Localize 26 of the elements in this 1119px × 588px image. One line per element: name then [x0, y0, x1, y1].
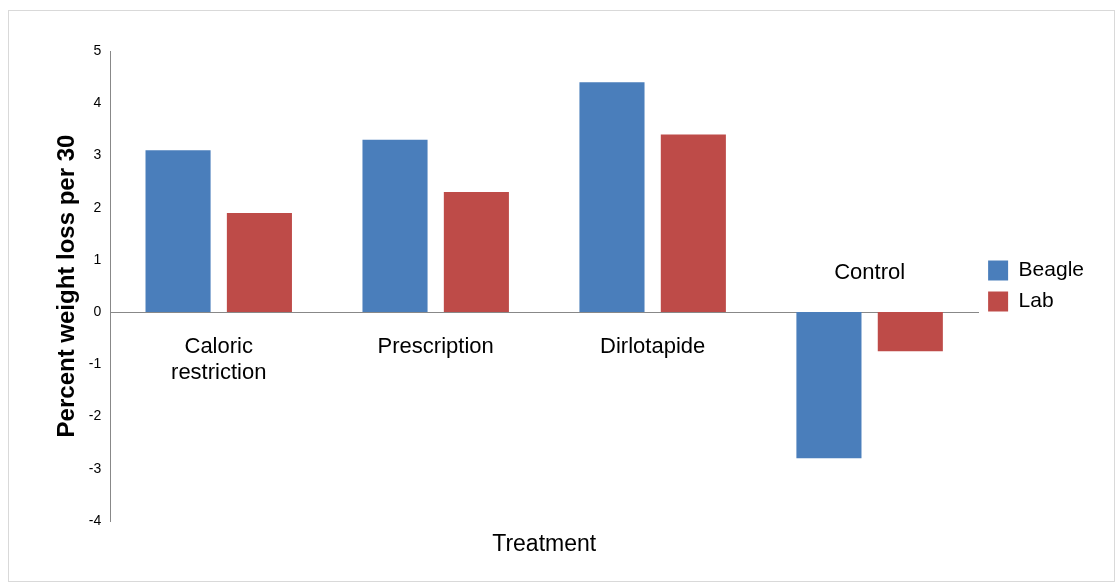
- y-tick-label: 0: [93, 302, 102, 319]
- bar: [443, 192, 509, 313]
- bar: [362, 139, 428, 313]
- bar: [579, 82, 645, 313]
- x-tick-label: Prescription: [377, 333, 494, 359]
- bar: [796, 312, 862, 459]
- x-tick-label: Caloric restriction: [171, 333, 267, 385]
- bar: [145, 150, 211, 313]
- x-axis-title: Treatment: [492, 529, 597, 556]
- bar: [660, 134, 726, 313]
- legend-label: Lab: [1018, 288, 1054, 312]
- y-tick-label: 1: [93, 250, 102, 267]
- bar: [877, 312, 943, 352]
- y-tick-label: 5: [93, 41, 102, 58]
- x-tick-label: Dirlotapide: [600, 333, 706, 359]
- y-tick-label: -1: [88, 355, 102, 372]
- y-tick-label: 3: [93, 146, 102, 163]
- y-tick-label: -4: [88, 511, 102, 528]
- y-tick-label: 4: [93, 94, 102, 111]
- y-tick-label: -3: [88, 459, 102, 476]
- legend-label: Beagle: [1018, 257, 1084, 281]
- y-axis-title: Percent weight loss per 30: [52, 134, 80, 438]
- bar: [226, 212, 292, 313]
- y-tick-label: 2: [93, 198, 102, 215]
- y-tick-label: -2: [88, 407, 102, 424]
- x-tick-label: Control: [834, 259, 906, 285]
